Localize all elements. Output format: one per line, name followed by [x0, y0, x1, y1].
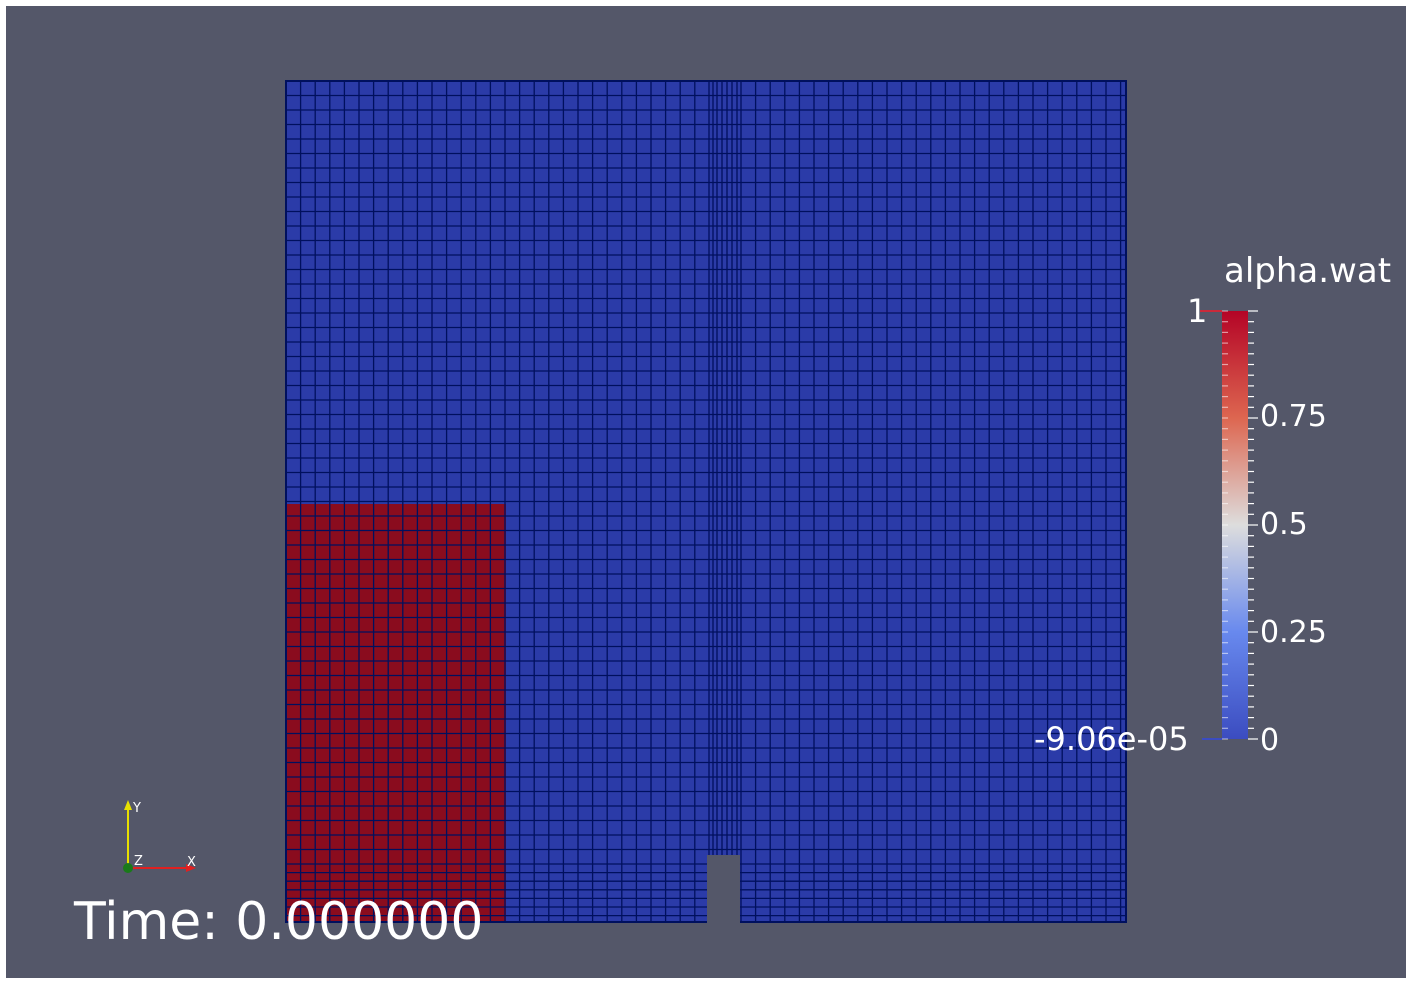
mesh-grid: [285, 80, 1127, 925]
scene-canvas[interactable]: alpha.wat 1 -9.06e-05 0.75 0.5 0.25 0 Y …: [6, 6, 1406, 978]
y-axis-arrowhead: [124, 800, 132, 810]
legend-min-label: -9.06e-05: [1034, 720, 1189, 758]
legend-tick-label: 0.75: [1260, 399, 1327, 434]
x-axis-arrowhead: [186, 864, 196, 872]
legend-max-label: 1: [1187, 292, 1207, 330]
time-annotation: Time: 0.000000: [73, 892, 483, 952]
z-axis-dot: [123, 863, 133, 873]
z-axis-label: Z: [134, 854, 143, 869]
legend-minor-ticks: [1222, 310, 1258, 740]
obstacle-notch: [707, 855, 740, 925]
orientation-axes: Y Z X: [123, 800, 196, 873]
render-viewport[interactable]: alpha.wat 1 -9.06e-05 0.75 0.5 0.25 0 Y …: [6, 6, 1406, 978]
mesh-outline: [285, 80, 1127, 923]
color-legend: alpha.wat 1 -9.06e-05 0.75 0.5 0.25 0: [1034, 251, 1391, 758]
legend-title: alpha.wat: [1224, 251, 1391, 291]
legend-tick-label: 0: [1260, 723, 1279, 758]
mesh-lines: [286, 81, 1126, 922]
legend-tick-label: 0.25: [1260, 615, 1327, 650]
legend-tick-label: 0.5: [1260, 507, 1308, 542]
x-axis-label: X: [187, 855, 196, 870]
y-axis-label: Y: [132, 801, 141, 816]
mesh-water-region: [286, 504, 506, 922]
